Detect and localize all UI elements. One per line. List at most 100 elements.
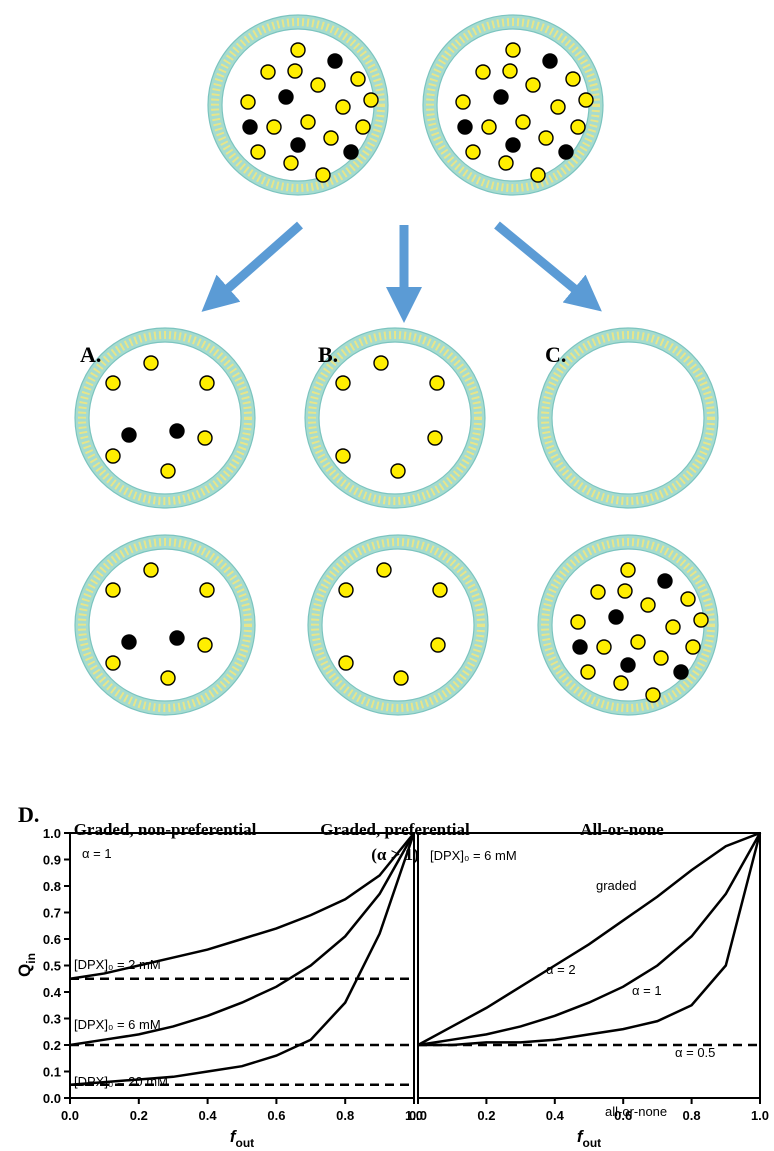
dye-molecule xyxy=(144,356,158,370)
x-tick-label: 0.0 xyxy=(61,1108,79,1123)
dye-molecule xyxy=(551,100,565,114)
dye-molecule xyxy=(301,115,315,129)
caption: All-or-none xyxy=(580,820,664,839)
dye-molecule xyxy=(506,43,520,57)
dye-molecule xyxy=(339,656,353,670)
x-axis-label-sub: out xyxy=(236,1136,255,1150)
dye-molecule xyxy=(374,356,388,370)
dye-molecule xyxy=(324,131,338,145)
dye-molecule xyxy=(579,93,593,107)
dye-molecule xyxy=(666,620,680,634)
curve xyxy=(418,833,760,1045)
annotation: all-or-none xyxy=(605,1104,667,1119)
dye-molecule xyxy=(336,449,350,463)
dye-molecule xyxy=(476,65,490,79)
dye-molecule xyxy=(499,156,513,170)
dye-molecule xyxy=(609,610,623,624)
dye-molecule xyxy=(526,78,540,92)
annotation: α = 0.5 xyxy=(675,1045,715,1060)
curve xyxy=(418,833,760,1045)
dye-molecule xyxy=(573,640,587,654)
charts: 0.00.20.40.60.81.00.00.10.20.30.40.50.60… xyxy=(15,826,769,1150)
dye-molecule xyxy=(621,658,635,672)
dye-molecule xyxy=(106,583,120,597)
y-axis-label-main: Q xyxy=(15,964,34,977)
panel-letter: D. xyxy=(18,802,39,827)
dye-molecule xyxy=(566,72,580,86)
dye-molecule xyxy=(466,145,480,159)
y-tick-label: 0.2 xyxy=(43,1038,61,1053)
annotation: [DPX]₀ = 20 mM xyxy=(74,1074,168,1089)
annotation: graded xyxy=(596,878,636,893)
figure: A. B. C. Graded, non-preferential Graded… xyxy=(0,0,774,1151)
dye-molecule xyxy=(458,120,472,134)
annotation: α = 1 xyxy=(82,846,112,861)
dye-molecule xyxy=(543,54,557,68)
y-tick-label: 0.8 xyxy=(43,879,61,894)
y-axis-label-sub: in xyxy=(24,953,38,964)
dye-molecule xyxy=(559,145,573,159)
y-tick-label: 0.6 xyxy=(43,932,61,947)
y-tick-label: 0.7 xyxy=(43,906,61,921)
dye-molecule xyxy=(106,376,120,390)
y-tick-label: 0.4 xyxy=(43,985,62,1000)
dye-molecule xyxy=(494,90,508,104)
dye-molecule xyxy=(284,156,298,170)
panel-letter: C. xyxy=(545,342,566,367)
dye-molecule xyxy=(686,640,700,654)
caption: Graded, preferential xyxy=(320,820,470,839)
vesicle-edge xyxy=(552,342,704,494)
dye-molecule xyxy=(251,145,265,159)
dye-molecule xyxy=(433,583,447,597)
panel-letter: A. xyxy=(80,342,101,367)
caption: Graded, non-preferential xyxy=(74,820,257,839)
dye-molecule xyxy=(531,168,545,182)
dye-molecule xyxy=(631,635,645,649)
annotation: α = 2 xyxy=(546,962,576,977)
dye-molecule xyxy=(456,95,470,109)
y-tick-label: 0.0 xyxy=(43,1091,61,1106)
annotation: [DPX]₀ = 6 mM xyxy=(430,848,517,863)
x-tick-label: 0.2 xyxy=(130,1108,148,1123)
annotation: [DPX]₀ = 6 mM xyxy=(74,1017,161,1032)
annotation: α = 1 xyxy=(632,983,662,998)
dye-molecule xyxy=(200,583,214,597)
dye-molecule xyxy=(336,376,350,390)
dye-molecule xyxy=(351,72,365,86)
x-tick-label: 0.2 xyxy=(477,1108,495,1123)
dye-molecule xyxy=(106,656,120,670)
dye-molecule xyxy=(170,424,184,438)
dye-molecule xyxy=(503,64,517,78)
dye-molecule xyxy=(267,120,281,134)
dye-molecule xyxy=(581,665,595,679)
x-tick-label: 0.4 xyxy=(546,1108,565,1123)
dye-molecule xyxy=(161,671,175,685)
dye-molecule xyxy=(614,676,628,690)
dye-molecule xyxy=(428,431,442,445)
x-axis-label: fout xyxy=(577,1127,601,1150)
dye-molecule xyxy=(377,563,391,577)
dye-molecule xyxy=(539,131,553,145)
dye-molecule xyxy=(344,145,358,159)
x-axis-label-sub: out xyxy=(583,1136,602,1150)
x-tick-label: 0.6 xyxy=(267,1108,285,1123)
annotation: [DPX]₀ = 2 mM xyxy=(74,957,161,972)
dye-molecule xyxy=(243,120,257,134)
y-axis-label: Qin xyxy=(15,953,38,977)
dye-molecule xyxy=(430,376,444,390)
dye-molecule xyxy=(328,54,342,68)
arrow xyxy=(215,225,300,300)
dye-molecule xyxy=(431,638,445,652)
y-tick-label: 0.9 xyxy=(43,853,61,868)
dye-molecule xyxy=(618,584,632,598)
dye-molecule xyxy=(681,592,695,606)
dye-molecule xyxy=(339,583,353,597)
dye-molecule xyxy=(482,120,496,134)
dye-molecule xyxy=(658,574,672,588)
dye-molecule xyxy=(506,138,520,152)
dye-molecule xyxy=(311,78,325,92)
dye-molecule xyxy=(674,665,688,679)
dye-molecule xyxy=(261,65,275,79)
dye-molecule xyxy=(144,563,158,577)
dye-molecule xyxy=(161,464,175,478)
